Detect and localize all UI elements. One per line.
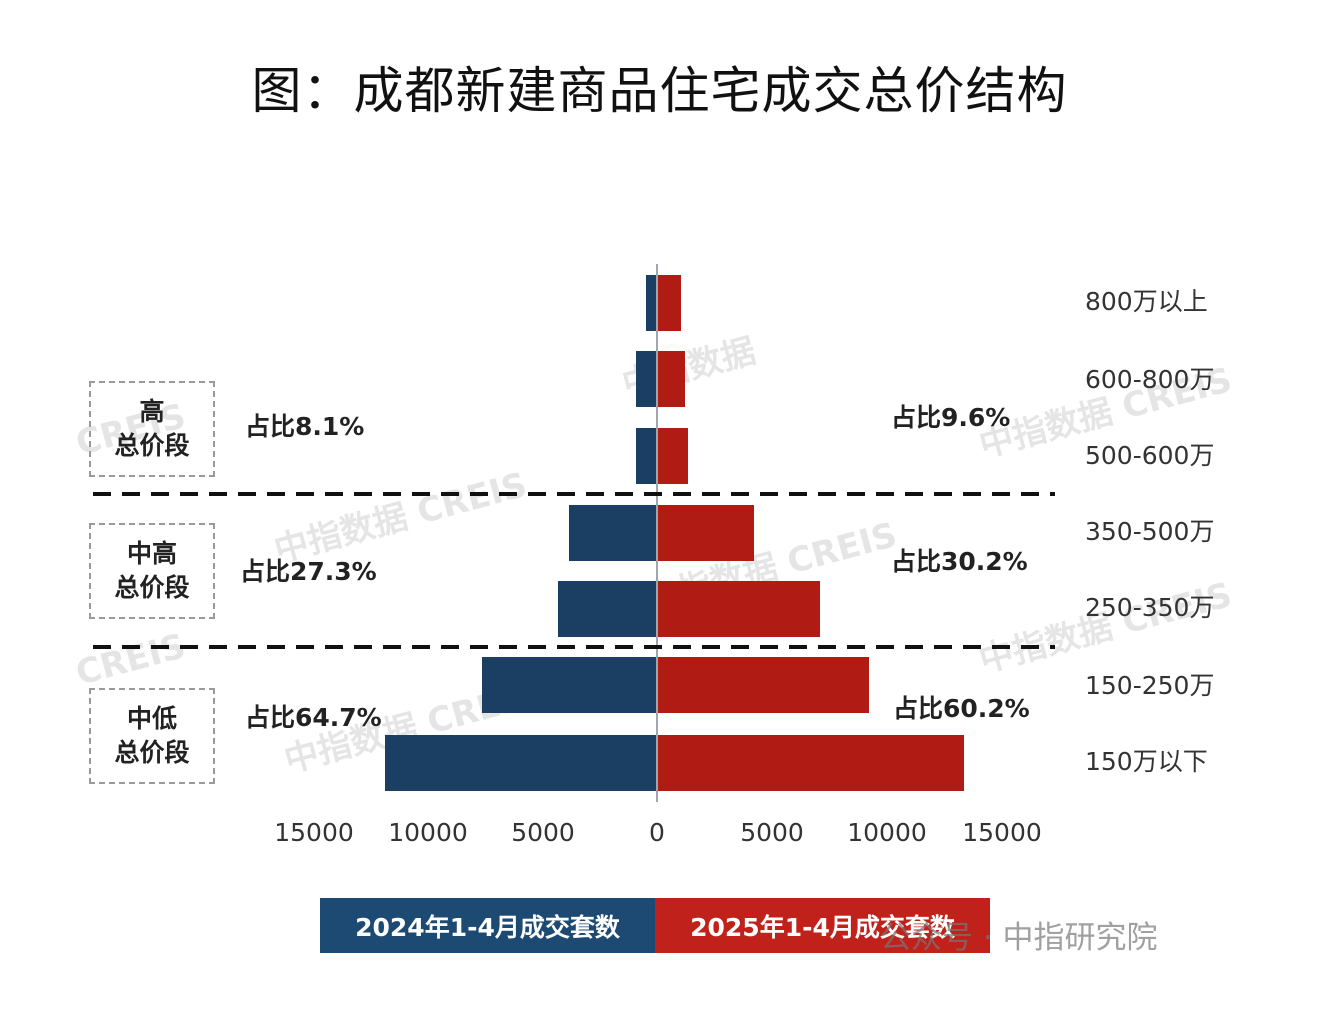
watermark: 中指数据 CREIS xyxy=(270,465,532,571)
bar-2024 xyxy=(558,581,657,637)
share-2025-mid-low: 占比60.2% xyxy=(893,694,1030,723)
segment-box-mid-high: 中高 总价段 xyxy=(89,523,215,619)
bar-2024 xyxy=(636,351,657,407)
bar-2024 xyxy=(481,657,657,713)
legend-item-2025: 2025年1-4月成交套数 xyxy=(655,898,990,953)
bar-2024 xyxy=(384,735,657,791)
category-label: 600-800万 xyxy=(1085,365,1215,394)
watermark: 中指数据 CREIS xyxy=(975,575,1237,681)
category-label: 800万以上 xyxy=(1085,287,1208,316)
bar-2025 xyxy=(657,657,870,713)
x-tick: 5000 xyxy=(511,818,575,847)
segment-label-line1: 中高 xyxy=(126,539,177,568)
share-2025-high: 占比9.6% xyxy=(891,403,1011,432)
category-label: 150万以下 xyxy=(1085,747,1208,776)
share-2024-high: 占比8.1% xyxy=(245,412,365,441)
watermark: CREIS xyxy=(71,626,190,694)
bar-2025 xyxy=(657,735,965,791)
bar-2024 xyxy=(568,505,657,561)
bar-2025 xyxy=(657,428,689,484)
segment-box-high: 高 总价段 xyxy=(89,381,215,477)
x-tick: 10000 xyxy=(388,818,468,847)
source-watermark: 公众号 · 中指研究院 xyxy=(880,920,1158,956)
segment-label-line1: 高 xyxy=(139,397,165,426)
bar-2025 xyxy=(657,505,755,561)
bar-2024 xyxy=(636,428,657,484)
x-tick: 15000 xyxy=(962,818,1042,847)
segment-label-line1: 中低 xyxy=(126,704,177,733)
bar-2025 xyxy=(657,581,821,637)
x-tick: 10000 xyxy=(847,818,927,847)
segment-divider-mid xyxy=(93,645,1055,649)
segment-label-line2: 总价段 xyxy=(114,738,190,767)
share-2024-mid-high: 占比27.3% xyxy=(240,557,377,586)
zero-axis-line xyxy=(656,264,658,802)
legend-item-2024: 2024年1-4月成交套数 xyxy=(320,898,655,953)
segment-box-mid-low: 中低 总价段 xyxy=(89,688,215,784)
chart-title: 图：成都新建商品住宅成交总价结构 xyxy=(251,62,1068,120)
category-label: 500-600万 xyxy=(1085,441,1215,470)
segment-label-line2: 总价段 xyxy=(114,431,190,460)
segment-divider-high xyxy=(93,492,1055,496)
x-tick: 0 xyxy=(649,818,665,847)
x-tick: 5000 xyxy=(740,818,804,847)
bar-2025 xyxy=(657,351,686,407)
segment-label-line2: 总价段 xyxy=(114,573,190,602)
category-label: 150-250万 xyxy=(1085,671,1215,700)
share-2025-mid-high: 占比30.2% xyxy=(891,547,1028,576)
bar-2025 xyxy=(657,275,681,331)
category-label: 250-350万 xyxy=(1085,593,1215,622)
share-2024-mid-low: 占比64.7% xyxy=(245,703,382,732)
x-tick: 15000 xyxy=(274,818,354,847)
category-label: 350-500万 xyxy=(1085,517,1215,546)
bar-2024 xyxy=(645,275,657,331)
